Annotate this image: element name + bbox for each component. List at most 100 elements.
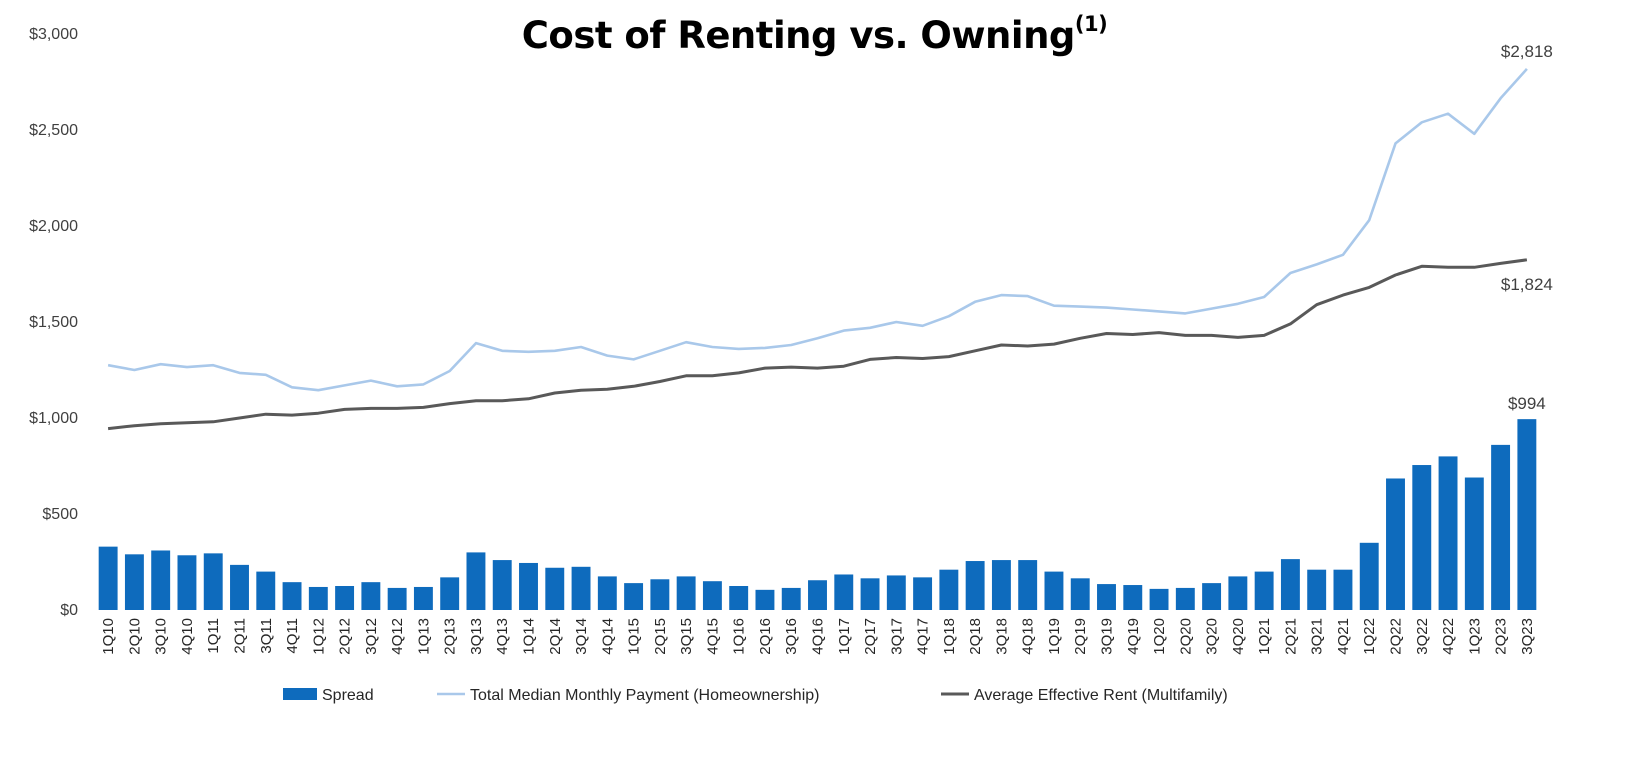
spread-bar-1q13 — [413, 586, 433, 610]
x-tick-label: 3Q22 — [1414, 618, 1431, 655]
spread-bar-2q18 — [965, 561, 985, 610]
y-axis: $0 $500 $1,000 $1,500 $2,000 $2,500 $3,000 — [29, 26, 78, 619]
spread-bar-3q12 — [361, 582, 381, 610]
spread-bar-3q13 — [466, 552, 486, 610]
x-tick-label: 4Q13 — [494, 618, 511, 655]
spread-bar-3q19 — [1097, 584, 1116, 610]
x-tick-label: 1Q22 — [1361, 618, 1378, 655]
x-tick-label: 1Q10 — [100, 618, 117, 655]
x-tick-label: 2Q19 — [1072, 618, 1089, 655]
spread-bar-1q23 — [1464, 477, 1484, 610]
x-tick-label: 2Q23 — [1493, 618, 1510, 655]
spread-bar-2q16 — [755, 589, 775, 610]
x-tick-label: 1Q18 — [941, 618, 958, 655]
x-tick-label: 2Q12 — [337, 618, 354, 655]
x-tick-label: 2Q22 — [1388, 618, 1405, 655]
y-tick-label: $1,000 — [29, 410, 78, 427]
spread-bar-2q19 — [1070, 578, 1090, 610]
spread-bar-2q23 — [1491, 444, 1511, 610]
y-tick-label: $2,000 — [29, 218, 78, 235]
x-tick-label: 3Q18 — [993, 618, 1010, 655]
spread-bar-2q20 — [1175, 587, 1195, 610]
data-label: $1,824 — [1501, 275, 1553, 294]
spread-bar-1q21 — [1254, 571, 1274, 610]
x-tick-label: 1Q11 — [205, 618, 222, 654]
spread-bar-2q12 — [335, 586, 355, 610]
y-tick-label: $0 — [60, 602, 78, 619]
x-tick-label: 3Q21 — [1309, 618, 1326, 655]
x-tick-label: 1Q20 — [1151, 618, 1168, 655]
data-label: $994 — [1508, 394, 1546, 413]
x-tick-label: 4Q17 — [915, 618, 932, 655]
spread-bar-2q21 — [1280, 559, 1300, 610]
x-tick-label: 4Q12 — [389, 618, 406, 655]
x-tick-label: 2Q18 — [967, 618, 984, 655]
spread-bar-1q14 — [519, 562, 538, 610]
x-tick-label: 1Q19 — [1046, 618, 1063, 655]
spread-bar-4q18 — [1018, 560, 1038, 610]
spread-bar-4q17 — [913, 577, 933, 610]
spread-bar-1q11 — [203, 553, 223, 610]
x-tick-label: 1Q15 — [626, 618, 643, 655]
legend-item: Total Median Monthly Payment (Homeowners… — [437, 687, 819, 704]
spread-bar-1q10 — [98, 546, 118, 610]
y-tick-label: $500 — [42, 506, 78, 523]
spread-bar-4q11 — [282, 582, 302, 610]
spread-bar-2q11 — [230, 564, 249, 610]
spread-bar-1q19 — [1044, 571, 1064, 610]
spread-bar-3q16 — [781, 587, 801, 610]
data-label: $2,818 — [1501, 42, 1553, 61]
x-tick-label: 1Q13 — [415, 618, 432, 655]
y-tick-label: $2,500 — [29, 122, 78, 139]
data-labels: $2,818 $1,824 $994 — [1501, 42, 1553, 413]
spread-bar-3q14 — [571, 566, 591, 610]
series-lines — [107, 68, 1528, 431]
legend-label: Average Effective Rent (Multifamily) — [974, 687, 1228, 704]
spread-bars — [98, 419, 1537, 610]
spread-bar-3q22 — [1412, 465, 1432, 610]
legend: Spread Total Median Monthly Payment (Home… — [283, 687, 1228, 704]
chart-title-footnote: (1) — [1074, 11, 1108, 36]
spread-bar-1q22 — [1359, 542, 1379, 610]
spread-bar-4q16 — [808, 580, 827, 610]
x-tick-label: 4Q18 — [1020, 618, 1037, 655]
x-tick-label: 4Q11 — [284, 618, 301, 654]
x-tick-label: 4Q19 — [1125, 618, 1142, 655]
spread-bar-3q10 — [151, 550, 171, 610]
x-tick-label: 1Q14 — [521, 618, 538, 655]
spread-bar-4q21 — [1333, 569, 1353, 610]
x-tick-label: 3Q12 — [363, 618, 380, 655]
spread-bar-4q12 — [387, 587, 407, 610]
spread-bar-4q10 — [177, 555, 197, 610]
homeownership-payment-line — [107, 68, 1528, 392]
spread-bar-2q22 — [1386, 478, 1405, 610]
x-axis: 1Q10 2Q10 3Q10 4Q10 1Q11 2Q11 3Q11 4Q11 1Q12 2Q12… — [100, 618, 1536, 655]
spread-bar-1q15 — [624, 583, 644, 610]
x-tick-label: 2Q15 — [652, 618, 669, 655]
x-tick-label: 2Q21 — [1282, 618, 1299, 655]
x-tick-label: 3Q17 — [888, 618, 905, 655]
x-tick-label: 2Q11 — [232, 618, 249, 654]
x-tick-label: 2Q10 — [126, 618, 143, 655]
x-tick-label: 1Q21 — [1256, 618, 1273, 655]
x-tick-label: 4Q16 — [810, 618, 827, 655]
spread-bar-2q15 — [650, 579, 670, 610]
x-tick-label: 4Q21 — [1335, 618, 1352, 655]
x-tick-label: 4Q15 — [704, 618, 721, 655]
spread-bar-4q14 — [597, 576, 617, 610]
spread-bar-4q19 — [1123, 585, 1143, 610]
legend-item: Average Effective Rent (Multifamily) — [941, 687, 1228, 704]
x-tick-label: 4Q14 — [599, 618, 616, 655]
spread-bar-4q13 — [492, 560, 512, 610]
x-tick-label: 3Q10 — [153, 618, 170, 655]
effective-rent-line — [107, 258, 1528, 431]
x-tick-label: 1Q16 — [731, 618, 748, 655]
spread-bar-3q23 — [1517, 419, 1537, 610]
x-tick-label: 1Q12 — [310, 618, 327, 655]
y-tick-label: $3,000 — [29, 26, 78, 43]
spread-bar-4q22 — [1438, 456, 1458, 610]
legend-item: Spread — [283, 687, 374, 704]
x-tick-label: 3Q19 — [1099, 618, 1116, 655]
x-tick-label: 2Q14 — [547, 618, 564, 655]
